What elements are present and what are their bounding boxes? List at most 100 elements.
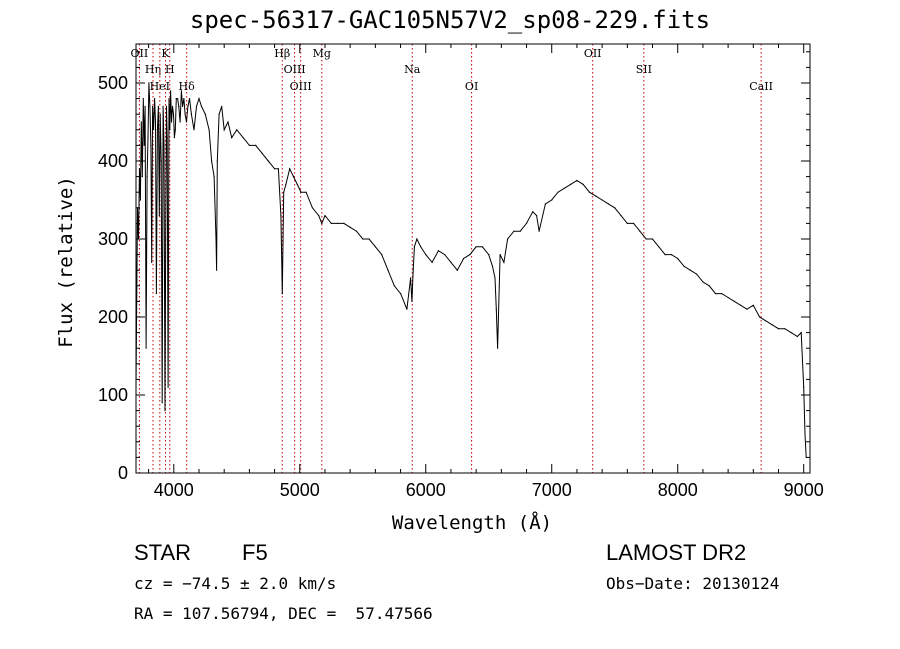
data-point bbox=[563, 187, 565, 189]
data-point bbox=[185, 121, 188, 123]
data-point bbox=[296, 183, 298, 185]
y-axis-label: Flux (relative) bbox=[55, 176, 77, 348]
data-point bbox=[157, 105, 159, 107]
data-point bbox=[321, 222, 323, 224]
data-point bbox=[171, 105, 174, 107]
data-point bbox=[178, 105, 180, 107]
data-point bbox=[431, 261, 433, 263]
data-point bbox=[733, 300, 736, 302]
y-tick-label: 500 bbox=[98, 73, 128, 93]
line-marker-label: SII bbox=[636, 63, 652, 76]
data-point bbox=[311, 207, 313, 209]
data-point bbox=[651, 238, 654, 240]
x-tick-label: 8000 bbox=[658, 480, 698, 500]
data-point bbox=[444, 254, 446, 256]
data-point bbox=[412, 269, 414, 271]
data-point bbox=[305, 191, 307, 193]
data-point bbox=[696, 273, 698, 275]
data-point bbox=[525, 222, 528, 224]
x-tick-label: 4000 bbox=[154, 480, 194, 500]
data-point bbox=[200, 105, 203, 107]
data-point bbox=[784, 328, 786, 330]
data-point bbox=[227, 121, 229, 123]
data-point bbox=[213, 176, 215, 178]
data-point bbox=[193, 129, 195, 131]
data-point bbox=[538, 230, 540, 232]
data-point bbox=[215, 238, 217, 240]
line-marker-label: HeI bbox=[150, 80, 170, 93]
data-point bbox=[491, 265, 494, 267]
data-point bbox=[495, 308, 497, 310]
data-point bbox=[143, 144, 145, 146]
data-point bbox=[173, 137, 175, 139]
data-point bbox=[165, 105, 168, 107]
data-point bbox=[195, 105, 198, 107]
data-point bbox=[163, 144, 165, 146]
line-marker-label: Na bbox=[404, 63, 421, 76]
y-tick-label: 200 bbox=[98, 307, 128, 327]
plot-frame bbox=[135, 43, 811, 474]
data-point bbox=[790, 332, 792, 334]
data-point bbox=[393, 285, 395, 287]
data-point bbox=[488, 254, 490, 256]
data-point bbox=[261, 152, 263, 154]
data-point bbox=[513, 230, 515, 232]
data-point bbox=[582, 183, 584, 185]
data-point bbox=[576, 179, 578, 182]
data-point bbox=[162, 105, 164, 107]
survey-name: LAMOST DR2 bbox=[606, 540, 747, 565]
data-point bbox=[607, 203, 610, 205]
y-axis: 0 100 200 300 400 500 bbox=[98, 51, 810, 483]
data-point bbox=[153, 129, 155, 131]
data-point bbox=[796, 335, 799, 338]
data-point bbox=[536, 215, 538, 217]
line-marker-label: CaII bbox=[749, 80, 773, 93]
line-marker-label: Mg bbox=[313, 47, 331, 60]
data-point bbox=[211, 160, 213, 162]
data-point bbox=[771, 324, 773, 326]
data-point bbox=[183, 98, 185, 100]
data-point bbox=[166, 137, 168, 139]
data-point bbox=[620, 215, 622, 217]
data-point bbox=[406, 308, 408, 310]
data-point bbox=[216, 160, 218, 162]
data-point bbox=[544, 203, 547, 205]
data-point bbox=[532, 211, 534, 213]
data-point bbox=[416, 238, 418, 240]
data-point bbox=[570, 183, 572, 185]
data-point bbox=[437, 250, 439, 252]
data-point bbox=[216, 269, 218, 271]
data-point bbox=[142, 98, 144, 100]
data-point bbox=[148, 82, 150, 84]
data-point bbox=[683, 265, 685, 267]
data-point bbox=[160, 160, 162, 162]
x-tick-label: 5000 bbox=[280, 480, 320, 500]
data-point bbox=[285, 183, 287, 185]
line-marker-label: OIII bbox=[290, 80, 312, 93]
data-point bbox=[198, 98, 200, 100]
data-point bbox=[277, 168, 279, 170]
data-point bbox=[670, 254, 673, 256]
object-subclass: F5 bbox=[242, 540, 268, 565]
data-point bbox=[413, 246, 415, 248]
data-point bbox=[337, 222, 339, 224]
data-point bbox=[777, 328, 780, 330]
data-point bbox=[175, 98, 177, 100]
data-point bbox=[161, 402, 163, 404]
data-point bbox=[343, 222, 345, 224]
observation-date: Obs−Date: 20130124 bbox=[606, 574, 780, 593]
x-axis-label: Wavelength (Å) bbox=[392, 511, 552, 534]
data-point bbox=[349, 226, 351, 228]
data-point bbox=[168, 98, 170, 100]
data-point bbox=[400, 293, 402, 295]
x-axis: 4000 5000 6000 7000 8000 9000 bbox=[148, 44, 824, 500]
line-marker-label: OII bbox=[584, 47, 602, 60]
data-point bbox=[231, 137, 233, 139]
x-tick-label: 6000 bbox=[406, 480, 446, 500]
data-point bbox=[242, 137, 244, 139]
data-point bbox=[281, 293, 283, 295]
spectral-line-markers: OII Hη HeI KH Hδ Hβ OIII OIII Mg Na OI OII SII CaII bbox=[131, 44, 773, 473]
data-point bbox=[481, 246, 483, 248]
data-point bbox=[318, 215, 320, 217]
data-point bbox=[759, 316, 761, 318]
